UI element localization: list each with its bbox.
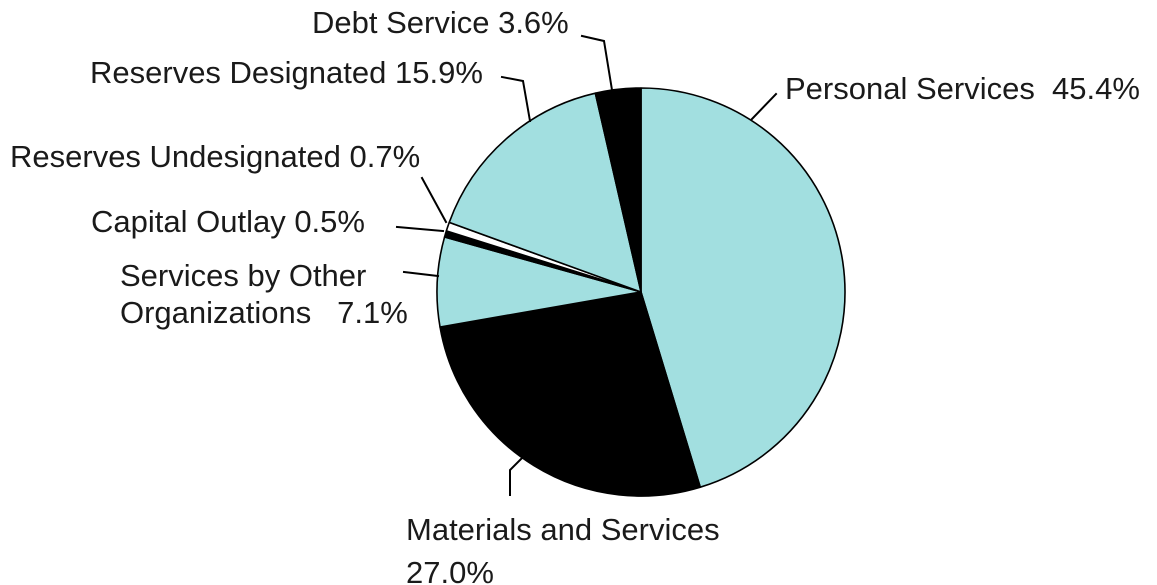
slice-label-line: Reserves Designated 15.9%	[90, 55, 483, 90]
slice-label-services-by-other-organizations: Services by Other Organizations 7.1%	[120, 258, 408, 330]
pie-slice-materials-and-services	[439, 291, 702, 497]
leader-line-reserves-undesignated	[420, 176, 448, 224]
slice-label-line: Capital Outlay 0.5%	[91, 204, 365, 239]
slice-label-line: Materials and Services	[406, 512, 720, 547]
slice-labels: Personal Services 45.4% Materials and Ser…	[10, 5, 1140, 585]
slice-label-reserves-designated: Reserves Designated 15.9%	[90, 55, 483, 90]
leader-lines	[395, 34, 778, 496]
leader-line-reserves-designated	[500, 75, 532, 123]
pie-slice-debt-service	[594, 87, 642, 293]
slice-label-line: 27.0%	[406, 555, 494, 585]
slice-label-debt-service: Debt Service 3.6%	[312, 5, 569, 40]
pie-slice-personal-services	[640, 87, 846, 488]
pie-slice-reserves-designated	[448, 92, 642, 293]
leader-line-capital-outlay	[395, 225, 445, 233]
leader-line-services-by-other-organizations	[402, 270, 440, 278]
pie-slices	[436, 87, 846, 497]
slice-label-reserves-undesignated: Reserves Undesignated 0.7%	[10, 139, 420, 174]
slice-label-line: Reserves Undesignated 0.7%	[10, 139, 420, 174]
slice-label-line: Debt Service 3.6%	[312, 5, 569, 40]
slice-label-personal-services: Personal Services 45.4%	[785, 71, 1140, 106]
slice-label-line: Personal Services 45.4%	[785, 71, 1140, 106]
slice-label-line: Organizations 7.1%	[120, 295, 408, 330]
slice-label-line: Services by Other	[120, 258, 366, 293]
leader-line-debt-service	[580, 34, 614, 92]
leader-line-materials-and-services	[509, 447, 533, 496]
slice-label-materials-and-services: Materials and Services 27.0%	[406, 512, 720, 585]
leader-line-personal-services	[750, 92, 778, 121]
slice-label-capital-outlay: Capital Outlay 0.5%	[91, 204, 365, 239]
